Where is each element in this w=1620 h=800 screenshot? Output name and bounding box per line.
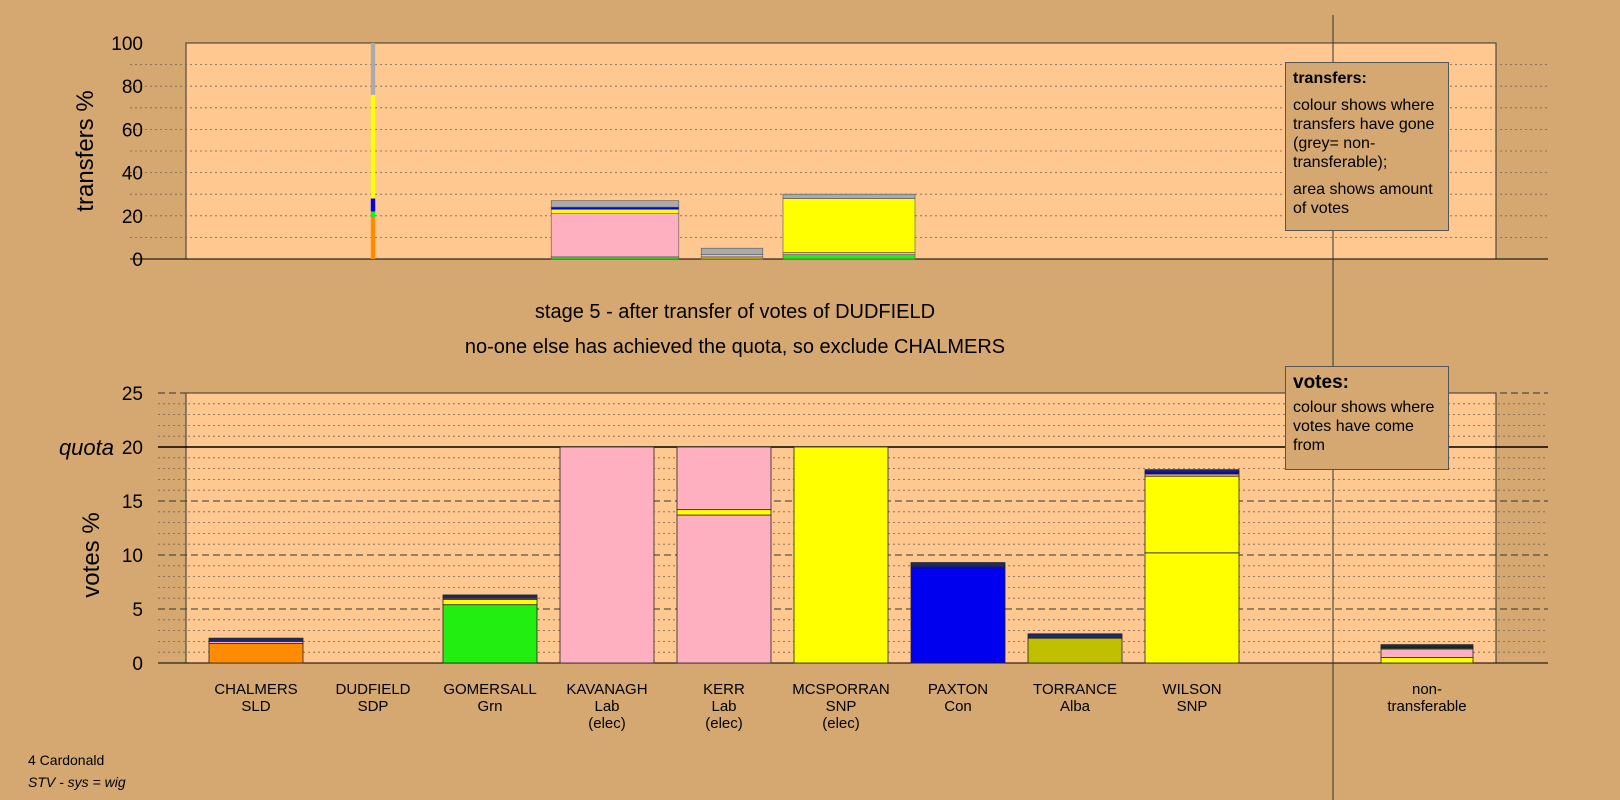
transfer-bar-segment (370, 198, 376, 212)
transfers-tick-label: 80 (122, 77, 143, 98)
candidate-label-line: (elec) (822, 715, 860, 732)
vote-bar-segment (1144, 469, 1240, 473)
transfer-bar-segment (370, 211, 376, 218)
candidate-label-line: KAVANAGH (566, 681, 648, 698)
votes-legend-text: colour shows where votes have come from (1293, 399, 1435, 454)
candidate-label-line: SDP (357, 698, 389, 715)
candidate-label-line: SNP (1176, 698, 1208, 715)
candidate-label-line: KERR (703, 681, 745, 698)
vote-bar-segment (442, 604, 538, 664)
candidate-label: KERR Lab (elec) (664, 681, 784, 732)
transfer-bar-segment (550, 213, 680, 258)
vote-bar-segment (676, 509, 772, 516)
transfer-bar-segment (370, 43, 376, 95)
candidate-label-line: MCSPORRAN (792, 681, 890, 698)
transfer-bar-segment (370, 217, 376, 259)
candidate-label-line: SNP (825, 698, 857, 715)
transfers-tick-label: 40 (122, 164, 143, 185)
vote-bar-segment (676, 514, 772, 664)
votes-legend: votes: colour shows where votes have com… (1285, 366, 1449, 470)
vote-bar-segment (559, 446, 655, 664)
candidate-label-line: DUDFIELD (335, 681, 411, 698)
candidate-label: TORRANCE Alba (1015, 681, 1135, 715)
footer-ward: 4 Cardonald (28, 752, 105, 768)
candidate-label-line: GOMERSALL (443, 681, 537, 698)
vote-bar-segment (1027, 633, 1123, 639)
vote-bar-segment (676, 446, 772, 511)
nontransferable-label-line: transferable (1387, 698, 1467, 715)
transfer-bar-segment (782, 254, 916, 260)
transfer-bar-segment (782, 252, 916, 255)
candidate-label: PAXTON Con (898, 681, 1018, 715)
candidate-label: GOMERSALL Grn (430, 681, 550, 715)
candidate-label-line: SLD (241, 698, 271, 715)
candidate-label: MCSPORRAN SNP (elec) (781, 681, 901, 732)
votes-y-axis-label: votes % (78, 512, 105, 597)
nontransferable-bar-segment (1380, 644, 1474, 648)
nontransferable-label-line: non- (1411, 681, 1443, 698)
vote-bar-segment (442, 598, 538, 606)
candidate-label-line: (elec) (588, 715, 626, 732)
candidate-label-line: Con (944, 698, 972, 715)
transfers-tick-label: 60 (122, 120, 143, 141)
nontransferable-bar-segment (1380, 657, 1474, 664)
vote-bar-segment (910, 566, 1006, 664)
candidate-label: WILSON SNP (1132, 681, 1252, 715)
transfer-bar-segment (700, 256, 764, 260)
nontransferable-label: non-transferable (1367, 681, 1487, 715)
stage-subtitle: no-one else has achieved the quota, so e… (465, 336, 1005, 358)
votes-tick-label: 10 (122, 546, 143, 567)
transfers-tick-label: 0 (132, 250, 143, 271)
candidate-label-line: Lab (711, 698, 737, 715)
stage-title: stage 5 - after transfer of votes of DUD… (535, 301, 935, 323)
footer-system: STV - sys = wig (28, 774, 126, 790)
transfers-legend: transfers: colour shows where transfers … (1285, 62, 1449, 231)
votes-tick-label: 0 (132, 654, 143, 675)
vote-bar-segment (793, 446, 889, 664)
candidate-label-line: Lab (594, 698, 620, 715)
transfer-bar-segment (782, 193, 916, 199)
transfers-tick-label: 20 (122, 207, 143, 228)
transfer-bar-segment (700, 254, 764, 258)
vote-bar-segment (1144, 552, 1240, 664)
candidate-label: DUDFIELD SDP (313, 681, 433, 715)
transfers-legend-title: transfers: (1293, 70, 1367, 87)
vote-bar-segment (910, 562, 1006, 568)
transfer-bar-segment (550, 256, 680, 260)
votes-tick-label: 5 (132, 600, 143, 621)
transfer-bar-segment (700, 247, 764, 255)
candidate-label-line: Grn (477, 698, 503, 715)
vote-bar-segment (1144, 475, 1240, 554)
vote-bar-segment (442, 594, 538, 599)
transfer-bar-segment (550, 209, 680, 214)
transfer-bar-segment (550, 200, 680, 208)
transfers-y-axis-label: transfers % (72, 90, 99, 211)
nontransferable-bar-segment (1380, 648, 1474, 659)
candidate-label-line: PAXTON (927, 681, 989, 698)
candidate-label-line: WILSON (1162, 681, 1222, 698)
vote-bar-segment (208, 643, 304, 664)
candidate-label-line: CHALMERS (214, 681, 298, 698)
candidate-label-line: (elec) (705, 715, 743, 732)
quota-label: quota (59, 435, 114, 460)
votes-tick-label: 15 (122, 492, 143, 513)
candidate-label: KAVANAGH Lab (elec) (547, 681, 667, 732)
vote-bar-segment (208, 637, 304, 642)
transfer-bar-segment (782, 198, 916, 253)
candidate-label-line: Alba (1059, 698, 1091, 715)
transfers-legend-line2: area shows amount of votes (1293, 181, 1433, 217)
quota-tick-label: 20 (122, 438, 143, 459)
candidate-label: CHALMERS SLD (196, 681, 316, 715)
transfers-tick-label: 100 (111, 34, 143, 55)
votes-tick-label: 25 (122, 384, 143, 405)
candidate-label-line: TORRANCE (1033, 681, 1117, 698)
votes-legend-title: votes: (1293, 372, 1349, 393)
transfers-legend-line1: colour shows where transfers have gone (… (1293, 97, 1435, 171)
transfer-bar-segment (370, 94, 376, 199)
vote-bar-segment (1027, 637, 1123, 664)
transfer-bar-segment (550, 206, 680, 210)
